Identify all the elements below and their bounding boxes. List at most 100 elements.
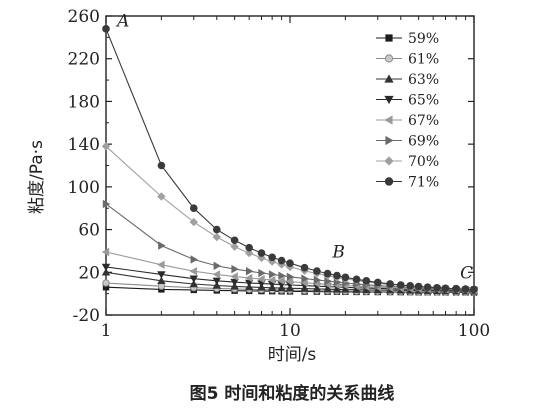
x-tick-label: 100	[458, 321, 490, 341]
data-point	[244, 279, 254, 288]
data-point	[231, 264, 239, 274]
annotations: A B C	[115, 12, 473, 284]
data-point	[157, 271, 166, 279]
legend-label: 59%	[408, 31, 439, 47]
data-point	[258, 268, 266, 278]
legend: 59% 61% 63% 65% 67% 69% 70% 71%	[376, 31, 439, 191]
data-point	[285, 277, 294, 286]
data-point	[267, 275, 276, 285]
data-point	[362, 277, 371, 285]
legend-label: 63%	[408, 72, 439, 88]
legend-marker	[384, 156, 394, 166]
y-tick-label: 20	[78, 263, 100, 283]
series-71pct	[102, 25, 478, 294]
legend-item: 67%	[376, 113, 439, 129]
y-axis-title: 粘度/Pa·s	[27, 140, 47, 214]
legend-label: 70%	[408, 154, 439, 170]
data-point	[157, 192, 166, 201]
legend-item: 69%	[376, 134, 439, 150]
legend-item: 61%	[376, 52, 439, 68]
data-point	[230, 272, 238, 281]
series-line	[105, 203, 475, 291]
data-point	[257, 249, 266, 257]
x-axis-title: 时间/s	[268, 345, 317, 365]
data-point	[244, 273, 253, 283]
data-point	[323, 269, 332, 278]
y-tick-label: -20	[73, 306, 100, 326]
data-point	[277, 256, 286, 265]
data-point	[461, 285, 470, 293]
data-point	[386, 280, 394, 288]
legend-label: 67%	[408, 113, 439, 129]
point-label-a: A	[115, 12, 129, 32]
data-point	[190, 255, 198, 264]
data-point	[157, 276, 166, 285]
data-point	[373, 278, 382, 287]
legend-marker	[384, 177, 394, 186]
data-point	[189, 267, 197, 276]
x-tick-label: 10	[279, 321, 301, 341]
data-point	[277, 276, 285, 286]
data-point	[102, 279, 110, 287]
data-point	[212, 270, 220, 279]
data-point	[396, 281, 405, 289]
legend-marker	[384, 54, 394, 63]
legend-marker	[385, 34, 393, 42]
series-layer	[101, 25, 479, 296]
data-point	[301, 274, 309, 283]
data-point	[268, 253, 276, 262]
data-point	[102, 199, 111, 209]
data-point	[212, 277, 221, 286]
legend-label: 65%	[408, 93, 439, 109]
legend-item: 59%	[376, 31, 439, 47]
data-point	[452, 284, 460, 293]
data-point	[189, 279, 198, 288]
series-line	[105, 282, 474, 293]
data-point	[278, 271, 286, 280]
data-point	[313, 267, 321, 275]
y-tick-label: 60	[78, 221, 100, 241]
data-point	[341, 273, 350, 282]
data-point	[189, 204, 198, 213]
legend-marker	[385, 135, 394, 146]
legend-marker	[384, 74, 394, 83]
data-point	[101, 247, 110, 257]
data-point	[157, 260, 165, 270]
data-point	[230, 236, 239, 245]
data-point	[470, 285, 478, 294]
series-line	[105, 251, 475, 291]
ticks-layer: -20 20 60 100 140 180 220 260 1 10 100	[68, 7, 491, 341]
series-line	[105, 28, 475, 290]
y-tick-label: 220	[68, 50, 100, 70]
data-point	[300, 278, 308, 287]
y-tick-label: 180	[68, 92, 100, 112]
legend-label: 61%	[408, 52, 439, 68]
data-point	[102, 284, 110, 291]
data-point	[102, 25, 110, 33]
data-point	[257, 274, 265, 284]
data-point	[286, 259, 294, 268]
data-point	[286, 272, 295, 281]
data-point	[230, 278, 239, 287]
x-tick-label: 1	[101, 321, 112, 341]
data-point	[101, 263, 111, 272]
y-tick-label: 140	[68, 135, 100, 155]
data-point	[212, 225, 221, 234]
data-point	[268, 270, 277, 279]
data-point	[189, 217, 198, 227]
series-line	[105, 271, 475, 292]
data-point	[230, 242, 239, 251]
data-point	[157, 161, 166, 170]
y-tick-label: 260	[68, 7, 100, 27]
data-point	[313, 275, 322, 285]
data-point	[101, 268, 111, 276]
y-tick-label: 100	[68, 178, 100, 198]
data-point	[300, 263, 309, 272]
legend-item: 65%	[376, 93, 439, 109]
data-point	[189, 275, 198, 283]
data-point	[212, 232, 221, 242]
data-point	[213, 261, 221, 271]
legend-marker	[384, 95, 394, 105]
data-point	[333, 271, 341, 280]
